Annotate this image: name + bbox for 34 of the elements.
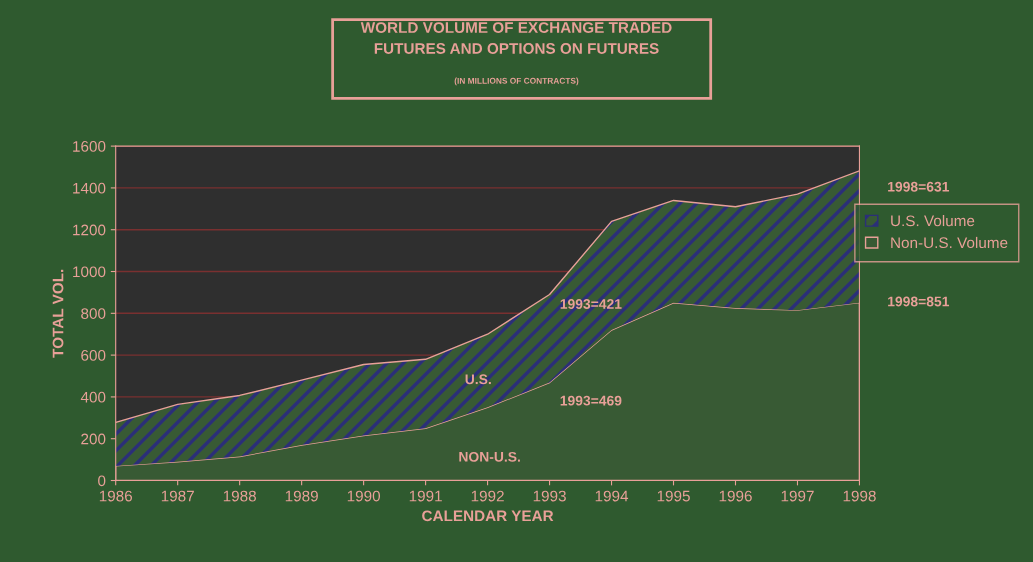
- y-tick-label: 1200: [73, 224, 106, 236]
- annotation: 1998=631: [888, 181, 950, 192]
- x-tick-label: 1990: [347, 490, 381, 502]
- x-tick-label: 1991: [409, 490, 442, 502]
- x-tick-label: 1989: [285, 490, 318, 502]
- legend-label: Non-U.S. Volume: [891, 236, 1008, 249]
- y-tick-label: 1600: [73, 140, 106, 152]
- legend-label: U.S. Volume: [891, 215, 975, 227]
- x-axis-title: CALENDAR YEAR: [422, 510, 554, 522]
- y-axis-title: TOTAL VOL.: [52, 269, 64, 358]
- y-tick-label: 600: [81, 349, 106, 361]
- annotation: 1993=469: [560, 395, 622, 406]
- y-tick-label: 1000: [73, 266, 106, 278]
- chart-subtitle: (IN MILLIONS OF CONTRACTS): [454, 77, 579, 86]
- y-tick-label: 0: [98, 475, 106, 487]
- y-tick-label: 1400: [73, 182, 106, 194]
- annotation: 1998=851: [888, 296, 950, 307]
- x-tick-label: 1997: [781, 490, 814, 502]
- x-tick-label: 1998: [843, 490, 876, 502]
- y-tick-label: 800: [81, 308, 106, 319]
- x-tick-label: 1996: [719, 490, 752, 502]
- x-tick-label: 1988: [223, 490, 256, 502]
- x-tick-label: 1987: [161, 490, 194, 502]
- annotation: NON-U.S.: [459, 451, 520, 462]
- x-tick-label: 1993: [533, 490, 566, 502]
- chart-title: WORLD VOLUME OF EXCHANGE TRADED FUTURES AND OPTIONS ON FUTURES: [360, 22, 672, 54]
- x-tick-label: 1986: [99, 490, 133, 502]
- annotation: 1993=421: [560, 299, 622, 309]
- y-tick-label: 400: [80, 391, 106, 403]
- y-tick-label: 200: [81, 433, 106, 445]
- x-tick-label: 1994: [595, 490, 629, 502]
- x-tick-label: 1992: [471, 490, 504, 502]
- x-tick-label: 1995: [657, 490, 690, 502]
- annotation: U.S.: [465, 374, 491, 385]
